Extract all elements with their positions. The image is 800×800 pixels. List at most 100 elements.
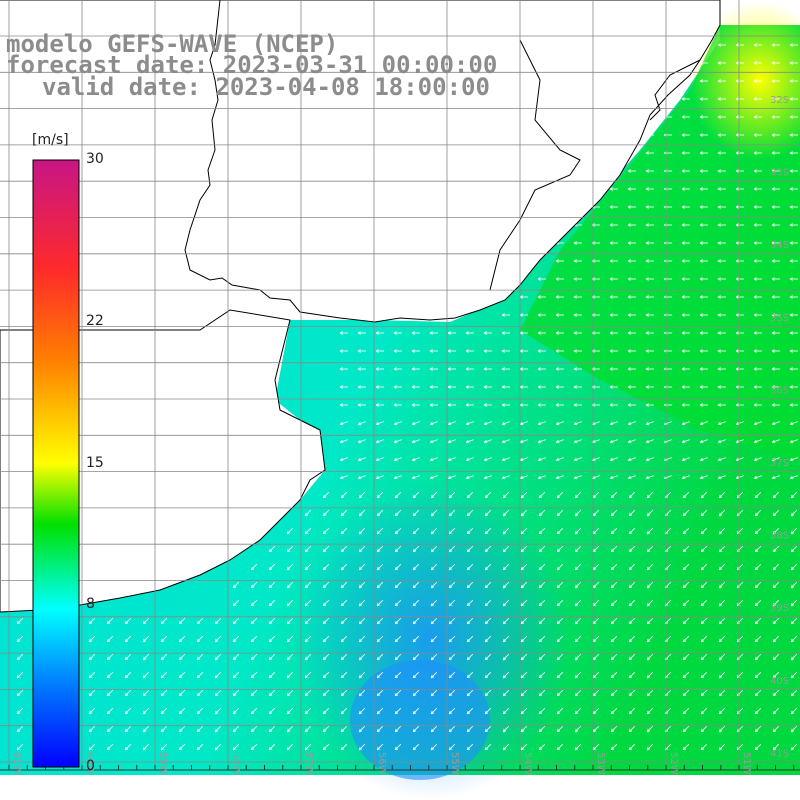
wind-arrow [753,115,762,119]
wind-arrow [430,653,438,661]
wind-arrow [609,277,618,281]
wind-arrow [124,617,132,625]
wind-arrow [555,331,564,335]
wind-arrow [142,635,150,643]
wind-arrow [574,689,582,697]
wind-arrow [538,743,546,751]
wind-arrow [627,241,636,245]
wind-arrow [232,743,240,751]
wind-arrow [519,457,528,462]
wind-arrow [430,509,438,517]
wind-arrow [772,491,780,499]
wind-arrow [520,617,528,625]
wind-arrow [124,689,132,697]
wind-arrow [214,617,222,625]
wind-arrow [16,707,24,715]
wind-arrow [538,545,546,553]
wind-arrow [574,509,582,517]
wind-arrow [214,689,222,697]
wind-arrow [573,259,582,263]
wind-arrow [286,527,294,535]
wind-arrow [268,725,276,733]
wind-arrow [376,545,384,553]
wind-arrow [718,599,726,607]
wind-arrow [628,509,636,517]
wind-arrow [736,671,744,679]
wind-arrow [574,617,582,625]
wind-arrow [681,169,690,173]
wind-arrow [375,349,384,353]
wind-arrow [717,457,726,462]
wind-arrow [160,653,168,661]
wind-arrow [627,421,636,426]
wind-arrow [735,169,744,173]
wind-arrow [268,671,276,679]
wind-arrow [411,385,420,389]
wind-arrow [538,599,546,607]
wind-arrow [645,475,654,480]
wind-arrow [484,491,492,499]
title-forecast-date: forecast date: 2023-03-31 00:00:00 [6,51,498,79]
wind-arrow [340,599,348,607]
wind-arrow [574,545,582,553]
wind-arrow [574,653,582,661]
wind-arrow [447,385,456,389]
wind-arrow [682,653,690,661]
wind-arrow [682,527,690,535]
wind-arrow [682,635,690,643]
wind-arrow [483,475,492,480]
wind-arrow [682,689,690,697]
wind-arrow [736,509,744,517]
wind-arrow [753,151,762,155]
wind-arrow [304,707,312,715]
wind-arrow [286,635,294,643]
wind-arrow [340,671,348,679]
latitude-label: 41S [770,748,789,759]
wind-arrow [610,599,618,607]
wind-arrow [412,725,420,733]
wind-arrow [196,653,204,661]
wind-arrow [357,475,366,480]
wind-arrow [465,385,474,389]
wind-arrow [699,259,708,263]
wind-arrow [645,169,654,173]
wind-arrow [736,599,744,607]
wind-arrow [538,689,546,697]
wind-arrow [735,367,744,371]
wind-arrow [700,545,708,553]
wind-arrow [322,725,330,733]
wind-arrow [466,653,474,661]
wind-arrow [790,527,798,535]
wind-arrow [789,439,798,444]
wind-arrow [609,439,618,444]
wind-arrow [556,653,564,661]
wind-arrow [16,743,24,751]
wind-arrow [466,617,474,625]
wind-arrow [627,313,636,317]
wind-arrow [501,403,510,407]
wind-arrow [250,725,258,733]
latitude-label: 39S [770,603,789,614]
wind-arrow [681,295,690,299]
wind-arrow [412,707,420,715]
wind-arrow [789,43,798,47]
wind-arrow [628,617,636,625]
wind-arrow [754,617,762,625]
wind-arrow [465,403,474,407]
wind-arrow [196,743,204,751]
wind-arrow [16,689,24,697]
wind-arrow [681,349,690,353]
wind-arrow [538,581,546,589]
wind-arrow [465,421,474,426]
wind-arrow [556,725,564,733]
high-wind-core [690,0,800,160]
wind-arrow [447,367,456,371]
wind-arrow [699,349,708,353]
wind-arrow [753,331,762,335]
wind-arrow [645,349,654,353]
wind-arrow [411,439,420,444]
wind-arrow [430,545,438,553]
wind-arrow [609,205,618,209]
wind-arrow [520,491,528,499]
wind-arrow [754,725,762,733]
